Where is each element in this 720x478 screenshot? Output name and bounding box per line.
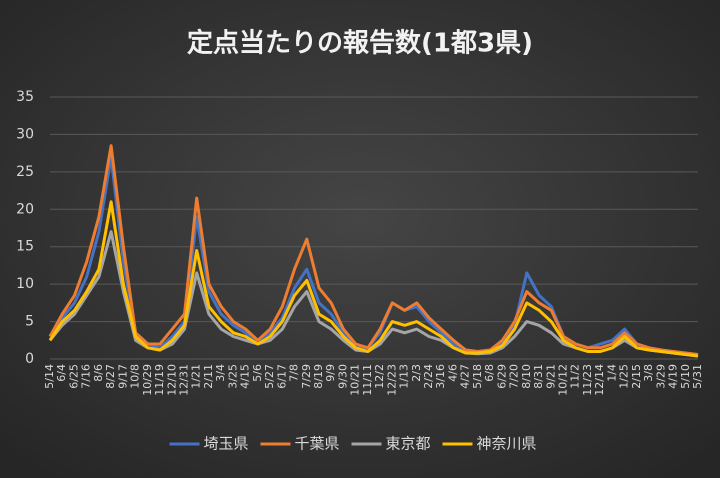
x-tick-label: 8/19 bbox=[312, 364, 325, 389]
x-tick-label: 6/8 bbox=[483, 364, 496, 382]
x-tick-label: 5/10 bbox=[679, 364, 692, 389]
x-tick-label: 4/19 bbox=[667, 364, 680, 389]
x-tick-label: 9/30 bbox=[336, 364, 349, 389]
series-line bbox=[48, 200, 699, 358]
x-tick-label: 11/11 bbox=[361, 364, 374, 396]
x-tick-label: 5/18 bbox=[471, 364, 484, 389]
x-tick-label: 11/2 bbox=[569, 364, 582, 389]
x-tick-label: 1/21 bbox=[190, 364, 203, 389]
x-tick-label: 11/19 bbox=[153, 364, 166, 396]
x-tick-label: 5/14 bbox=[43, 364, 56, 389]
x-tick-label: 8/6 bbox=[92, 364, 105, 382]
x-tick-label: 6/25 bbox=[67, 364, 80, 389]
legend-label: 千葉県 bbox=[295, 435, 340, 453]
x-tick-label: 6/17 bbox=[275, 364, 288, 389]
x-tick-label: 3/8 bbox=[642, 364, 655, 382]
x-tick-label: 4/15 bbox=[239, 364, 252, 389]
x-tick-label: 12/10 bbox=[165, 364, 178, 396]
x-tick-label: 4/6 bbox=[446, 364, 459, 382]
series-line bbox=[48, 144, 699, 356]
x-tick-label: 12/31 bbox=[177, 364, 190, 396]
x-tick-label: 10/29 bbox=[141, 364, 154, 396]
x-tick-label: 10/12 bbox=[557, 364, 570, 396]
y-tick-label: 25 bbox=[16, 164, 34, 180]
y-tick-label: 35 bbox=[16, 89, 34, 105]
x-tick-label: 7/16 bbox=[80, 364, 93, 389]
x-tick-label: 4/27 bbox=[459, 364, 472, 389]
y-tick-label: 5 bbox=[25, 314, 34, 330]
y-tick-label: 10 bbox=[16, 276, 34, 292]
x-tick-label: 10/8 bbox=[129, 364, 142, 389]
x-tick-label: 2/11 bbox=[202, 364, 215, 389]
x-tick-label: 5/27 bbox=[263, 364, 276, 389]
x-tick-label: 1/4 bbox=[605, 364, 618, 382]
x-tick-label: 2/15 bbox=[630, 364, 643, 389]
x-tick-label: 9/17 bbox=[116, 364, 129, 389]
x-tick-label: 12/2 bbox=[373, 364, 386, 389]
x-tick-label: 2/3 bbox=[410, 364, 423, 382]
y-tick-label: 15 bbox=[16, 239, 34, 255]
x-tick-label: 12/14 bbox=[593, 364, 606, 396]
x-tick-label: 3/16 bbox=[434, 364, 447, 389]
x-tick-label: 11/23 bbox=[581, 364, 594, 396]
y-tick-label: 20 bbox=[16, 201, 34, 217]
x-tick-label: 5/6 bbox=[251, 364, 264, 382]
x-tick-label: 8/31 bbox=[532, 364, 545, 389]
y-tick-label: 0 bbox=[25, 351, 34, 367]
y-tick-label: 30 bbox=[16, 126, 34, 142]
legend-label: 神奈川県 bbox=[477, 435, 537, 453]
x-tick-label: 8/27 bbox=[104, 364, 117, 389]
x-tick-label: 1/25 bbox=[618, 364, 631, 389]
x-tick-label: 3/4 bbox=[214, 364, 227, 382]
x-tick-label: 7/20 bbox=[508, 364, 521, 389]
x-tick-label: 7/8 bbox=[288, 364, 301, 382]
x-tick-label: 9/9 bbox=[324, 364, 337, 382]
x-tick-label: 12/23 bbox=[385, 364, 398, 396]
x-tick-label: 1/13 bbox=[398, 364, 411, 389]
x-tick-label: 9/21 bbox=[544, 364, 557, 389]
x-tick-label: 3/29 bbox=[654, 364, 667, 389]
x-tick-label: 10/21 bbox=[349, 364, 362, 396]
x-tick-label: 3/25 bbox=[226, 364, 239, 389]
legend-label: 東京都 bbox=[386, 435, 431, 453]
x-tick-label: 8/10 bbox=[520, 364, 533, 389]
x-tick-label: 6/4 bbox=[55, 364, 68, 382]
x-tick-label: 6/29 bbox=[495, 364, 508, 389]
chart-title: 定点当たりの報告数(1都3県) bbox=[187, 28, 533, 59]
legend-label: 埼玉県 bbox=[204, 435, 249, 453]
x-tick-label: 2/24 bbox=[422, 364, 435, 389]
x-tick-label: 7/29 bbox=[300, 364, 313, 389]
x-tick-label: 5/31 bbox=[691, 364, 704, 389]
